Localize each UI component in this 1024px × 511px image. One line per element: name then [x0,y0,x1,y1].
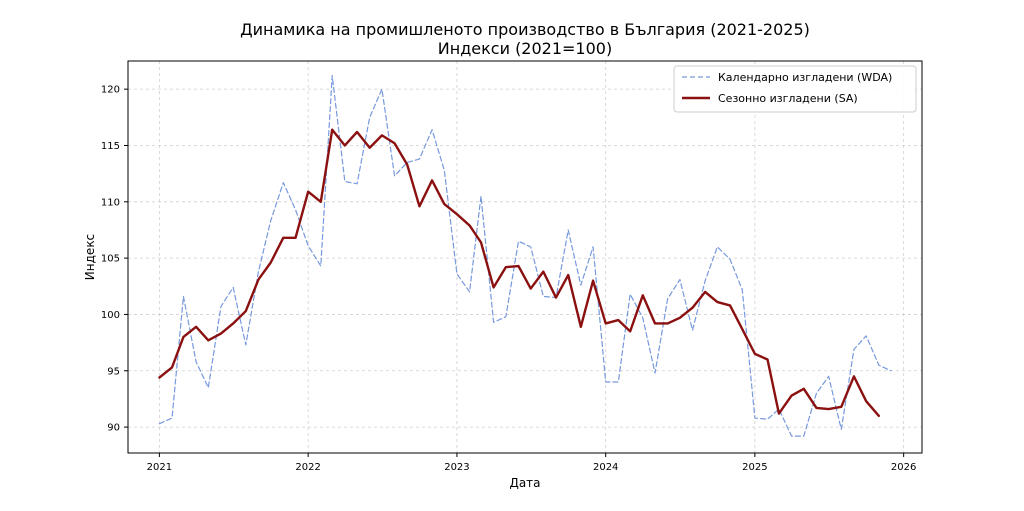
x-tick-label: 2025 [742,462,767,473]
x-tick-label: 2024 [593,462,618,473]
y-tick-label: 115 [101,141,120,152]
legend-label-sa: Сезонно изгладени (SA) [718,92,858,105]
y-axis-label: Индекс [83,234,97,280]
y-tick-label: 105 [101,254,120,265]
plot-frame [127,60,923,454]
chart-title-line-1: Динамика на промишленото производство в … [240,20,810,39]
x-tick-label: 2023 [444,462,469,473]
chart-title-line-2: Индекси (2021=100) [437,39,613,58]
x-axis-label: Дата [509,476,540,490]
series-line-wda [158,75,892,437]
legend: Календарно изгладени (WDA) Сезонно изгла… [673,65,917,113]
series-line-sa [158,128,880,418]
y-tick-label: 95 [107,366,120,377]
chart-title: Динамика на промишленото производство в … [128,20,922,58]
y-tick-label: 120 [101,85,120,96]
series-lines [158,75,892,437]
x-tick-label: 2022 [295,462,320,473]
y-tick-label: 100 [101,310,120,321]
grid [128,61,922,453]
axis-ticks: 2021 2022 2023 2024 2025 2026 90 95 100 105 110 115… [101,85,916,473]
y-tick-label: 110 [101,197,120,208]
y-tick-label: 90 [107,423,120,434]
legend-label-wda: Календарно изгладени (WDA) [718,71,892,84]
legend-box [673,65,917,113]
x-tick-label: 2026 [891,462,916,473]
x-tick-label: 2021 [147,462,172,473]
